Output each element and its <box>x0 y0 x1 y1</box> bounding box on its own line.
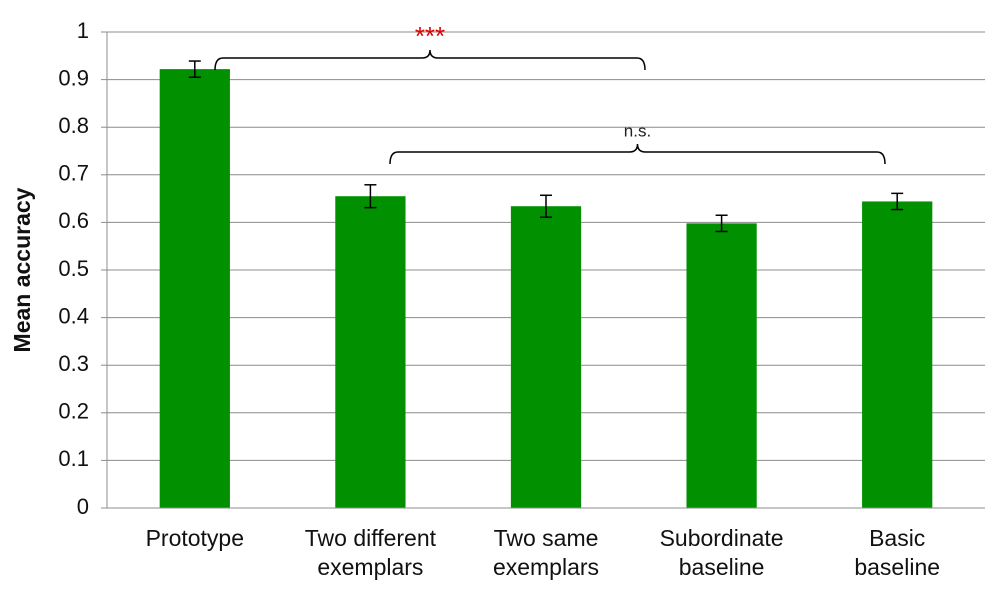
x-tick-label: Two same exemplars <box>492 525 600 580</box>
y-tick-label: 0 <box>77 494 89 519</box>
y-tick-label: 0.7 <box>58 161 89 186</box>
x-tick-label: Two different exemplars <box>304 525 437 580</box>
y-tick-label: 0.8 <box>58 113 89 138</box>
x-tick-label: Subordinate baseline <box>659 525 784 580</box>
significance-label: *** <box>415 21 445 51</box>
y-tick-label: 1 <box>77 18 89 43</box>
significance-bracket <box>389 143 886 165</box>
bar <box>159 69 230 509</box>
significance-label: n.s. <box>624 121 651 140</box>
y-tick-label: 0.5 <box>58 256 89 281</box>
bar <box>862 201 933 508</box>
y-tick-label: 0.6 <box>58 208 89 233</box>
significance-bracket <box>214 49 646 71</box>
y-tick-label: 0.4 <box>58 303 89 328</box>
y-tick-label: 0.2 <box>58 399 89 424</box>
y-tick-label: 0.9 <box>58 65 89 90</box>
y-tick-label: 0.3 <box>58 351 89 376</box>
bar <box>510 206 582 508</box>
bar <box>686 223 757 509</box>
y-tick-label: 0.1 <box>58 446 89 471</box>
y-axis-title: Mean accuracy <box>9 187 35 352</box>
x-tick-label: Prototype <box>145 525 245 551</box>
x-tick-label: Basic baseline <box>854 525 941 580</box>
bar <box>335 196 406 508</box>
